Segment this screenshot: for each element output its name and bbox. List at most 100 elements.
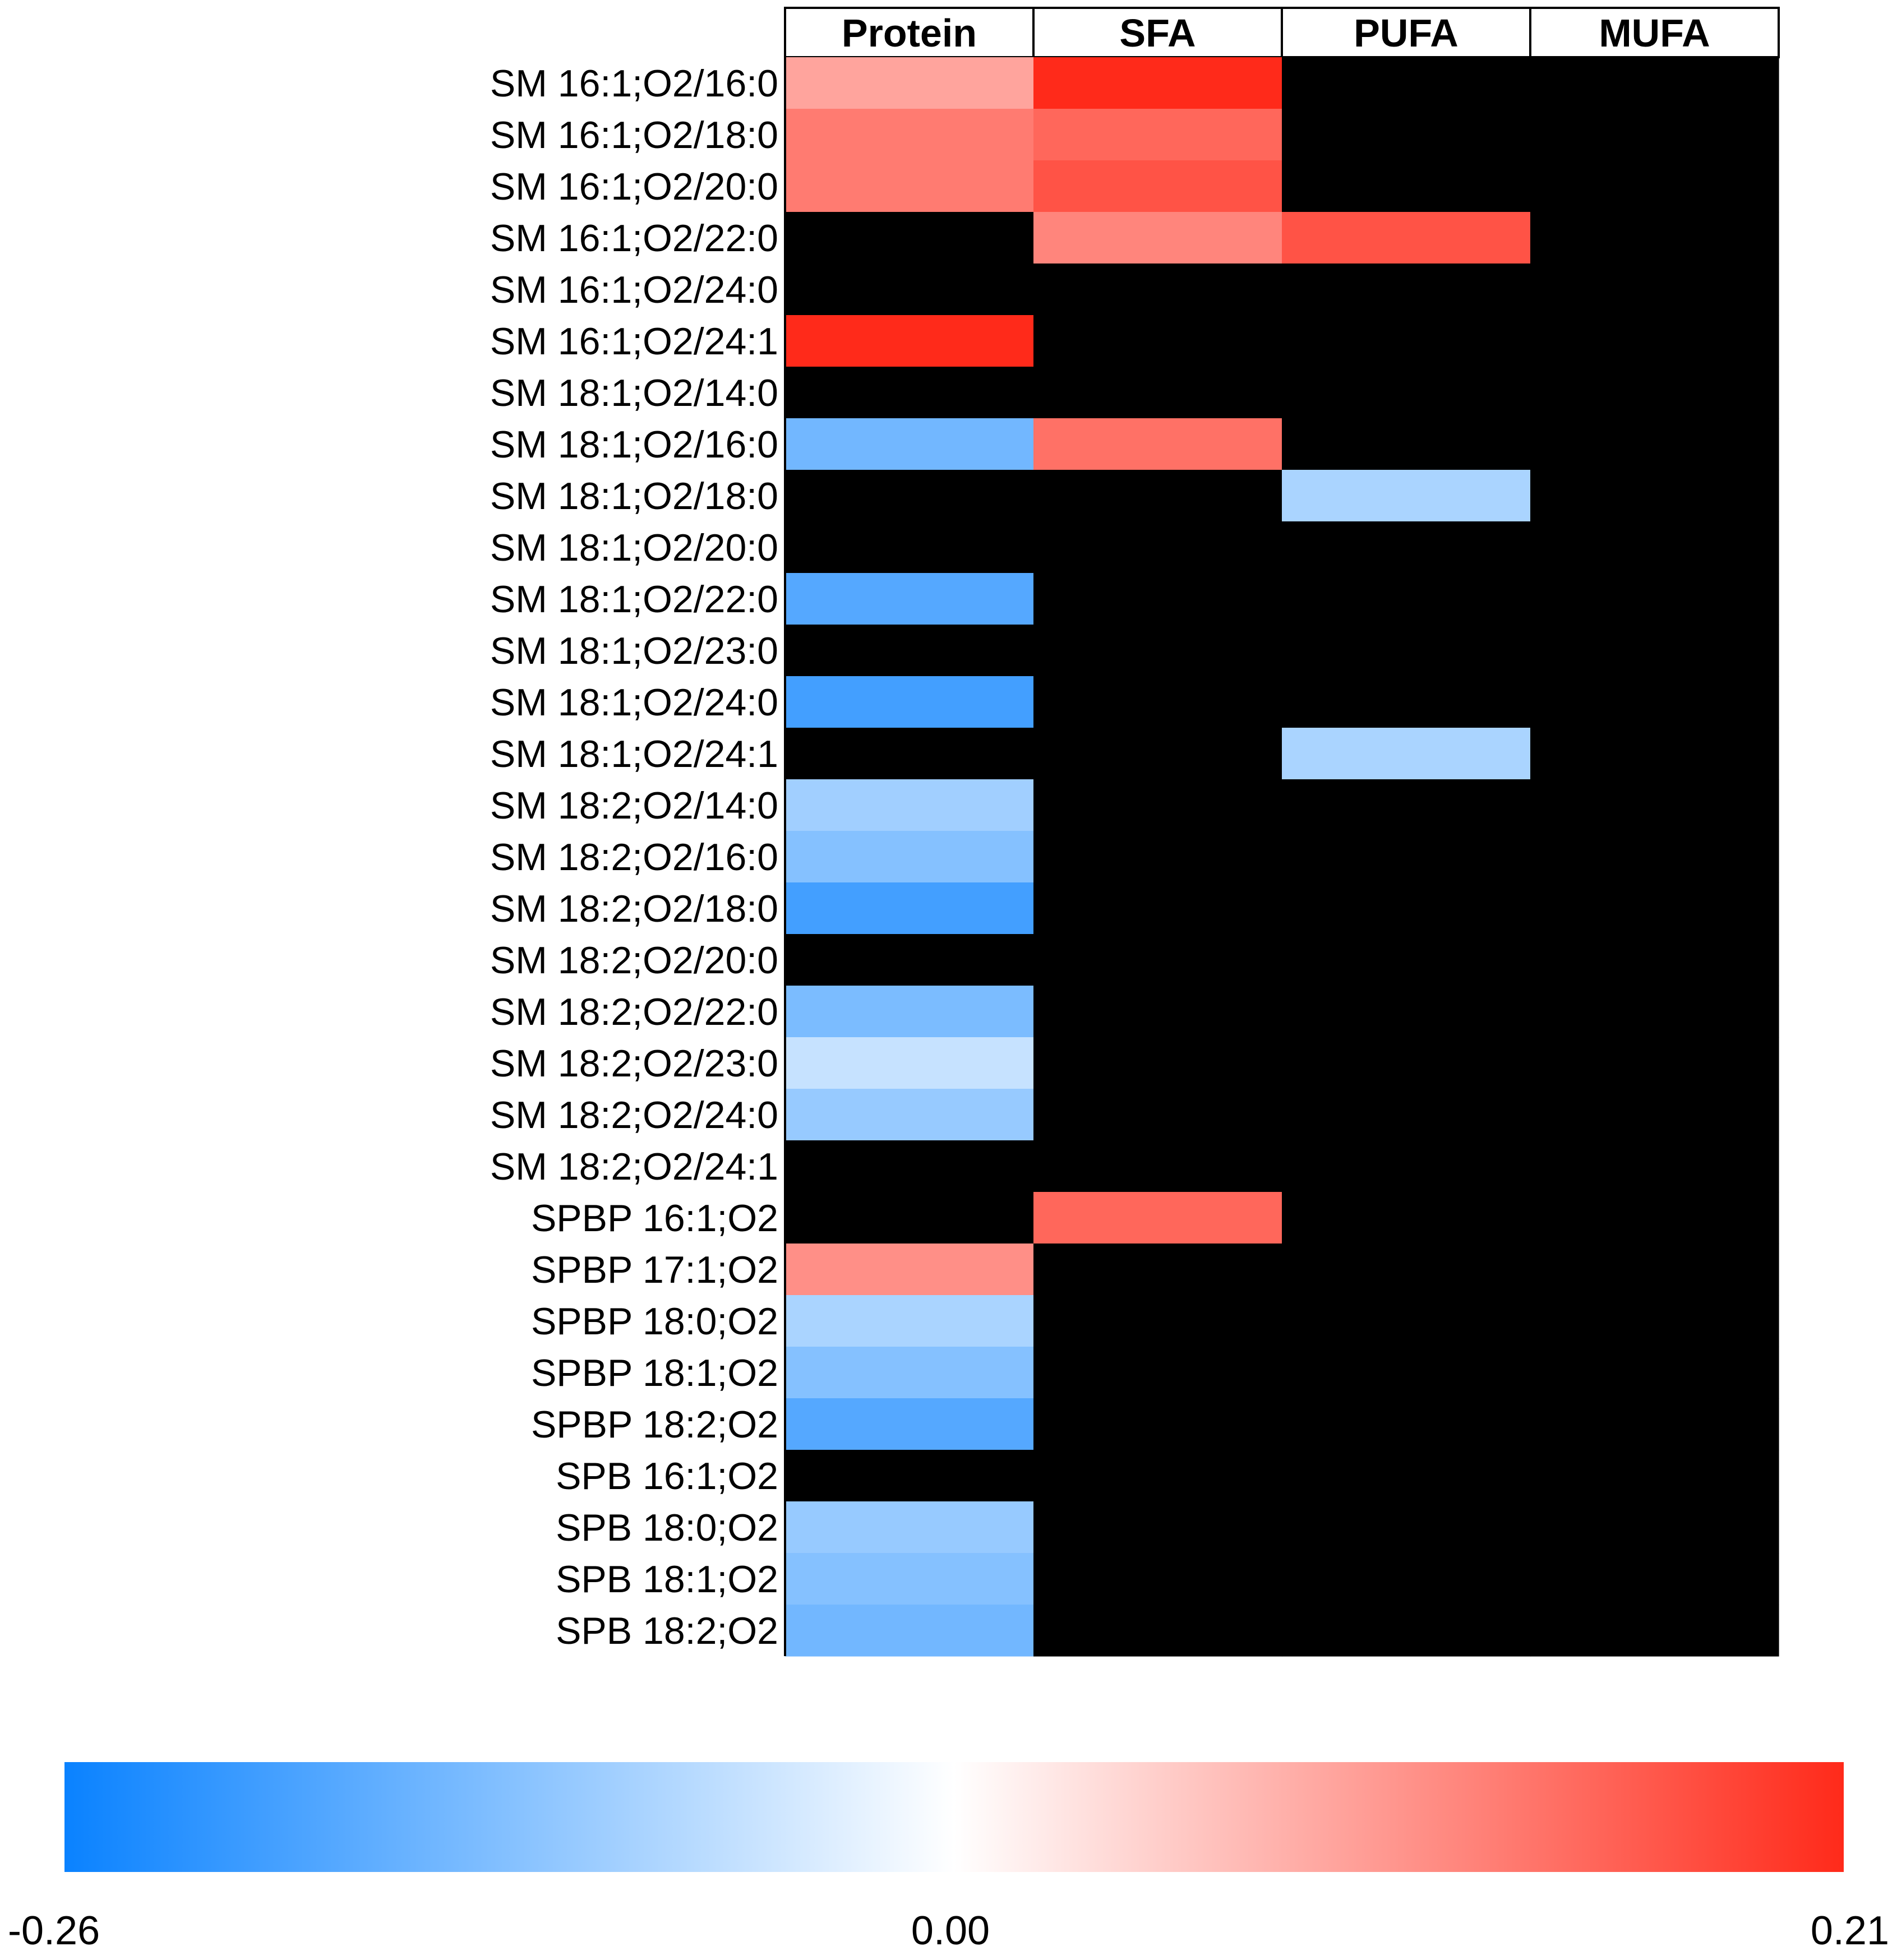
heatmap-cell-spbp-18-2-o2-protein: [785, 1398, 1034, 1450]
column-label-sfa: SFA: [1119, 11, 1196, 55]
heatmap-cell-sm-16-1-o2-24-0-pufa: [1282, 264, 1531, 316]
heatmap-cell-sm-18-2-o2-24-1-mufa: [1530, 1140, 1779, 1192]
heatmap-cell-spbp-18-0-o2-protein: [785, 1295, 1034, 1347]
heatmap-cell-spbp-18-0-o2-pufa: [1282, 1295, 1531, 1347]
heatmap-cell-sm-18-1-o2-16-0-pufa: [1282, 418, 1531, 470]
heatmap-cell-spb-16-1-o2-protein: [785, 1450, 1034, 1502]
heatmap-cell-spbp-18-1-o2-sfa: [1033, 1347, 1282, 1399]
heatmap-cell-sm-16-1-o2-20-0-mufa: [1530, 160, 1779, 212]
heatmap-cell-spb-18-2-o2-pufa: [1282, 1605, 1531, 1657]
row-label-sm-16-1-o2-16-0: SM 16:1;O2/16:0: [490, 62, 778, 105]
heatmap-cell-spbp-18-2-o2-mufa: [1530, 1398, 1779, 1450]
heatmap-cell-spb-18-0-o2-mufa: [1530, 1501, 1779, 1554]
column-header-box-protein: [784, 7, 1035, 58]
heatmap-cell-sm-18-1-o2-22-0-protein: [785, 573, 1034, 625]
row-label-sm-16-1-o2-22-0: SM 16:1;O2/22:0: [490, 217, 778, 260]
heatmap-cell-sm-16-1-o2-24-0-mufa: [1530, 264, 1779, 316]
heatmap-cell-sm-18-1-o2-18-0-mufa: [1530, 470, 1779, 522]
heatmap-cell-sm-18-1-o2-16-0-protein: [785, 418, 1034, 470]
heatmap-cell-spb-18-2-o2-sfa: [1033, 1605, 1282, 1657]
heatmap-cell-spbp-17-1-o2-pufa: [1282, 1244, 1531, 1296]
heatmap-cell-spb-18-1-o2-sfa: [1033, 1553, 1282, 1605]
heatmap-cell-sm-18-1-o2-14-0-sfa: [1033, 367, 1282, 419]
heatmap-cell-sm-16-1-o2-18-0-mufa: [1530, 109, 1779, 161]
heatmap-cell-spbp-16-1-o2-sfa: [1033, 1192, 1282, 1244]
column-label-mufa: MUFA: [1599, 11, 1710, 55]
heatmap-cell-sm-18-1-o2-24-1-pufa: [1282, 728, 1531, 780]
heatmap-cell-spbp-17-1-o2-mufa: [1530, 1244, 1779, 1296]
column-label-protein: Protein: [842, 11, 977, 55]
heatmap-cell-sm-18-2-o2-16-0-mufa: [1530, 831, 1779, 883]
column-label-pufa: PUFA: [1354, 11, 1458, 55]
heatmap-cell-sm-16-1-o2-16-0-protein: [785, 57, 1034, 109]
heatmap-cell-sm-16-1-o2-24-1-sfa: [1033, 315, 1282, 367]
heatmap-cell-sm-18-1-o2-24-0-mufa: [1530, 676, 1779, 728]
heatmap-cell-sm-18-2-o2-16-0-sfa: [1033, 831, 1282, 883]
heatmap-cell-spbp-17-1-o2-sfa: [1033, 1244, 1282, 1296]
heatmap-cell-sm-18-2-o2-24-0-mufa: [1530, 1089, 1779, 1141]
heatmap-cell-sm-18-1-o2-24-0-sfa: [1033, 676, 1282, 728]
row-label-spb-18-2-o2: SPB 18:2;O2: [556, 1610, 778, 1652]
heatmap-cell-sm-18-2-o2-14-0-protein: [785, 779, 1034, 831]
heatmap-cell-sm-18-1-o2-18-0-pufa: [1282, 470, 1531, 522]
heatmap-cell-sm-18-1-o2-20-0-sfa: [1033, 521, 1282, 574]
row-label-sm-18-2-o2-20-0: SM 18:2;O2/20:0: [490, 939, 778, 982]
heatmap-cell-sm-18-1-o2-18-0-protein: [785, 470, 1034, 522]
heatmap-cell-spb-18-0-o2-sfa: [1033, 1501, 1282, 1554]
row-label-spb-18-1-o2: SPB 18:1;O2: [556, 1558, 778, 1601]
heatmap-cell-sm-16-1-o2-22-0-mufa: [1530, 212, 1779, 264]
heatmap-cell-sm-18-1-o2-24-1-sfa: [1033, 728, 1282, 780]
row-label-sm-18-2-o2-24-0: SM 18:2;O2/24:0: [490, 1094, 778, 1136]
heatmap-cell-sm-16-1-o2-24-1-protein: [785, 315, 1034, 367]
heatmap-cell-sm-18-1-o2-23-0-mufa: [1530, 625, 1779, 677]
heatmap-cell-spbp-18-0-o2-sfa: [1033, 1295, 1282, 1347]
heatmap-cell-spb-18-1-o2-pufa: [1282, 1553, 1531, 1605]
heatmap-cell-sm-16-1-o2-20-0-pufa: [1282, 160, 1531, 212]
heatmap-cell-sm-18-2-o2-20-0-sfa: [1033, 934, 1282, 986]
heatmap-cell-spb-18-1-o2-protein: [785, 1553, 1034, 1605]
heatmap-cell-sm-18-1-o2-14-0-mufa: [1530, 367, 1779, 419]
heatmap-cell-sm-18-1-o2-23-0-protein: [785, 625, 1034, 677]
color-scale-bar: [64, 1762, 1844, 1872]
heatmap-cell-sm-16-1-o2-20-0-protein: [785, 160, 1034, 212]
row-label-spb-16-1-o2: SPB 16:1;O2: [556, 1455, 778, 1497]
heatmap-cell-sm-16-1-o2-24-0-protein: [785, 264, 1034, 316]
heatmap-cell-sm-18-1-o2-24-0-pufa: [1282, 676, 1531, 728]
heatmap-cell-sm-18-2-o2-22-0-protein: [785, 986, 1034, 1038]
heatmap-cell-sm-18-2-o2-24-0-pufa: [1282, 1089, 1531, 1141]
heatmap-cell-sm-18-1-o2-20-0-protein: [785, 521, 1034, 574]
heatmap-cell-spbp-18-2-o2-sfa: [1033, 1398, 1282, 1450]
row-label-sm-18-2-o2-18-0: SM 18:2;O2/18:0: [490, 887, 778, 930]
heatmap-cell-sm-18-2-o2-20-0-pufa: [1282, 934, 1531, 986]
heatmap-cell-spbp-16-1-o2-mufa: [1530, 1192, 1779, 1244]
heatmap-cell-sm-18-1-o2-23-0-sfa: [1033, 625, 1282, 677]
column-header-box-mufa: [1529, 7, 1780, 58]
row-label-sm-18-1-o2-16-0: SM 18:1;O2/16:0: [490, 423, 778, 466]
heatmap-cell-spbp-18-1-o2-mufa: [1530, 1347, 1779, 1399]
heatmap-cell-spb-18-0-o2-protein: [785, 1501, 1034, 1554]
heatmap-cell-spbp-17-1-o2-protein: [785, 1244, 1034, 1296]
heatmap-cell-sm-18-1-o2-22-0-sfa: [1033, 573, 1282, 625]
heatmap-cell-sm-16-1-o2-24-0-sfa: [1033, 264, 1282, 316]
row-label-sm-16-1-o2-18-0: SM 16:1;O2/18:0: [490, 114, 778, 156]
heatmap-cell-sm-18-2-o2-18-0-protein: [785, 882, 1034, 935]
heatmap-cell-spbp-18-2-o2-pufa: [1282, 1398, 1531, 1450]
row-label-sm-18-1-o2-24-1: SM 18:1;O2/24:1: [490, 733, 778, 775]
heatmap-cell-sm-16-1-o2-24-1-mufa: [1530, 315, 1779, 367]
row-label-sm-18-2-o2-22-0: SM 18:2;O2/22:0: [490, 991, 778, 1033]
heatmap-cell-spb-18-0-o2-pufa: [1282, 1501, 1531, 1554]
heatmap-cell-sm-16-1-o2-18-0-protein: [785, 109, 1034, 161]
row-label-sm-18-1-o2-24-0: SM 18:1;O2/24:0: [490, 681, 778, 724]
row-label-sm-16-1-o2-24-1: SM 16:1;O2/24:1: [490, 320, 778, 363]
row-label-spbp-18-2-o2: SPBP 18:2;O2: [531, 1403, 778, 1446]
color-scale-mid-label: 0.00: [911, 1908, 990, 1953]
color-scale-max-label: 0.21: [1811, 1908, 1889, 1953]
row-label-sm-18-2-o2-16-0: SM 18:2;O2/16:0: [490, 836, 778, 879]
heatmap-cell-spbp-16-1-o2-protein: [785, 1192, 1034, 1244]
heatmap-cell-sm-18-2-o2-23-0-protein: [785, 1037, 1034, 1089]
heatmap-cell-sm-18-2-o2-24-0-protein: [785, 1089, 1034, 1141]
heatmap-cell-sm-18-2-o2-24-1-sfa: [1033, 1140, 1282, 1192]
heatmap-cell-sm-18-2-o2-20-0-protein: [785, 934, 1034, 986]
heatmap-cell-sm-16-1-o2-16-0-pufa: [1282, 57, 1531, 109]
row-label-sm-18-2-o2-14-0: SM 18:2;O2/14:0: [490, 784, 778, 827]
